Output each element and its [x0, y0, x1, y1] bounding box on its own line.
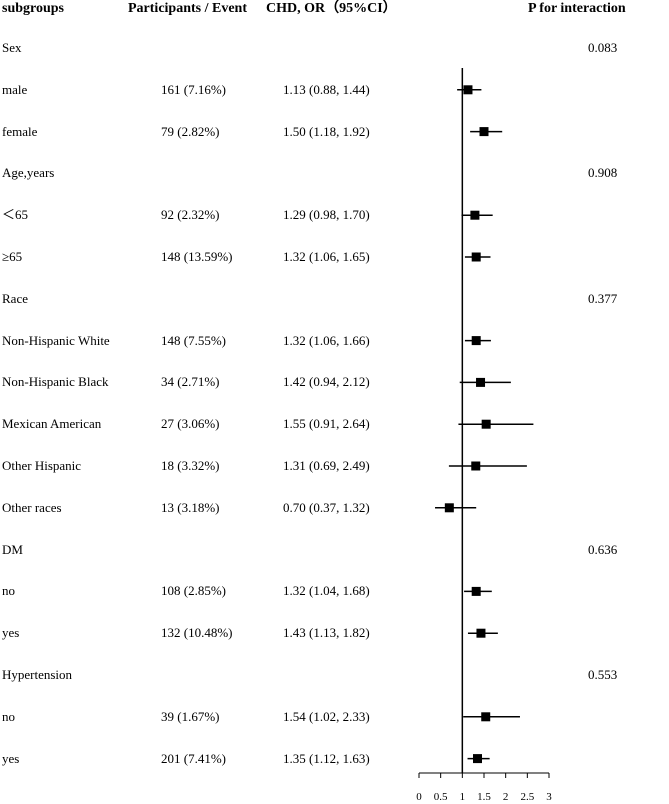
row-label: yes — [2, 625, 20, 641]
point-estimate — [479, 127, 489, 137]
row-p-interaction: 0.553 — [588, 667, 618, 682]
row-or-ci: 1.55 (0.91, 2.64) — [283, 416, 370, 432]
row-label: Other Hispanic — [2, 458, 82, 473]
x-tick-label: 2 — [503, 791, 509, 803]
point-estimate — [471, 336, 481, 346]
row-label: male — [2, 81, 28, 97]
row-participants: 148 (7.55%) — [161, 332, 226, 348]
row-participants: 132 (10.48%) — [161, 625, 233, 641]
row-p-interaction: 0.377 — [588, 290, 618, 306]
row-label: Sex — [2, 40, 22, 55]
row-p-interaction: 0.636 — [588, 541, 618, 557]
row-participants: 148 (13.59%) — [161, 249, 233, 264]
row-participants: 39 (1.67%) — [161, 708, 220, 724]
row-participants: 13 (3.18%) — [161, 499, 220, 515]
row-label: Non-Hispanic Black — [2, 374, 109, 390]
point-estimate — [471, 461, 481, 471]
row-label: no — [2, 583, 15, 599]
row-p-interaction: 0.908 — [588, 165, 618, 181]
point-estimate — [481, 712, 491, 722]
row-or-ci: 1.31 (0.69, 2.49) — [283, 458, 370, 473]
row-label: Age,years — [2, 165, 55, 181]
row-or-ci: 1.42 (0.94, 2.12) — [283, 374, 370, 390]
row-participants: 92 (2.32%) — [161, 207, 220, 223]
header-subgroups: subgroups — [2, 1, 65, 16]
point-estimate — [471, 252, 481, 262]
row-participants: 161 (7.16%) — [161, 81, 226, 97]
point-estimate — [470, 210, 480, 220]
point-estimate — [476, 628, 486, 638]
row-or-ci: 1.50 (1.18, 1.92) — [283, 123, 370, 139]
row-or-ci: 1.32 (1.04, 1.68) — [283, 583, 370, 599]
point-estimate — [471, 586, 481, 596]
x-tick-label: 0.5 — [434, 791, 448, 803]
row-participants: 108 (2.85%) — [161, 583, 226, 599]
header-or: CHD, OR（95%CI） — [266, 1, 397, 16]
row-participants: 27 (3.06%) — [161, 416, 220, 432]
row-or-ci: 1.32 (1.06, 1.66) — [283, 332, 370, 348]
point-estimate — [444, 503, 454, 513]
x-tick-label: 2.5 — [520, 791, 534, 803]
x-tick-label: 1 — [460, 791, 466, 803]
row-participants: 201 (7.41%) — [161, 750, 226, 766]
row-label: Non-Hispanic White — [2, 332, 110, 348]
row-label: Other races — [2, 499, 62, 515]
point-estimate — [481, 419, 491, 429]
x-tick-label: 3 — [546, 791, 552, 803]
x-tick-label: 0 — [416, 791, 422, 803]
row-or-ci: 1.54 (1.02, 2.33) — [283, 708, 370, 724]
point-estimate — [463, 85, 473, 95]
row-or-ci: 1.13 (0.88, 1.44) — [283, 81, 370, 97]
row-or-ci: 1.35 (1.12, 1.63) — [283, 750, 370, 766]
row-label: yes — [2, 750, 20, 766]
row-label: no — [2, 708, 15, 724]
row-participants: 79 (2.82%) — [161, 123, 220, 139]
row-label: ＜65 — [2, 207, 29, 223]
row-p-interaction: 0.083 — [588, 40, 618, 55]
row-participants: 18 (3.32%) — [161, 458, 220, 473]
row-label: Mexican American — [2, 416, 102, 432]
row-participants: 34 (2.71%) — [161, 374, 220, 390]
row-or-ci: 0.70 (0.37, 1.32) — [283, 499, 370, 515]
row-or-ci: 1.43 (1.13, 1.82) — [283, 625, 370, 641]
point-estimate — [476, 377, 486, 387]
header-p-interaction: P for interaction — [528, 1, 626, 16]
x-tick-label: 1.5 — [477, 791, 491, 803]
row-label: Hypertension — [2, 667, 73, 682]
row-label: ≥65 — [2, 249, 23, 264]
row-label: female — [2, 123, 38, 139]
row-label: DM — [2, 541, 23, 557]
header-participants: Participants / Event — [128, 1, 247, 16]
row-label: Race — [2, 290, 28, 306]
point-estimate — [473, 754, 482, 764]
row-or-ci: 1.32 (1.06, 1.65) — [283, 249, 370, 264]
row-or-ci: 1.29 (0.98, 1.70) — [283, 207, 370, 223]
